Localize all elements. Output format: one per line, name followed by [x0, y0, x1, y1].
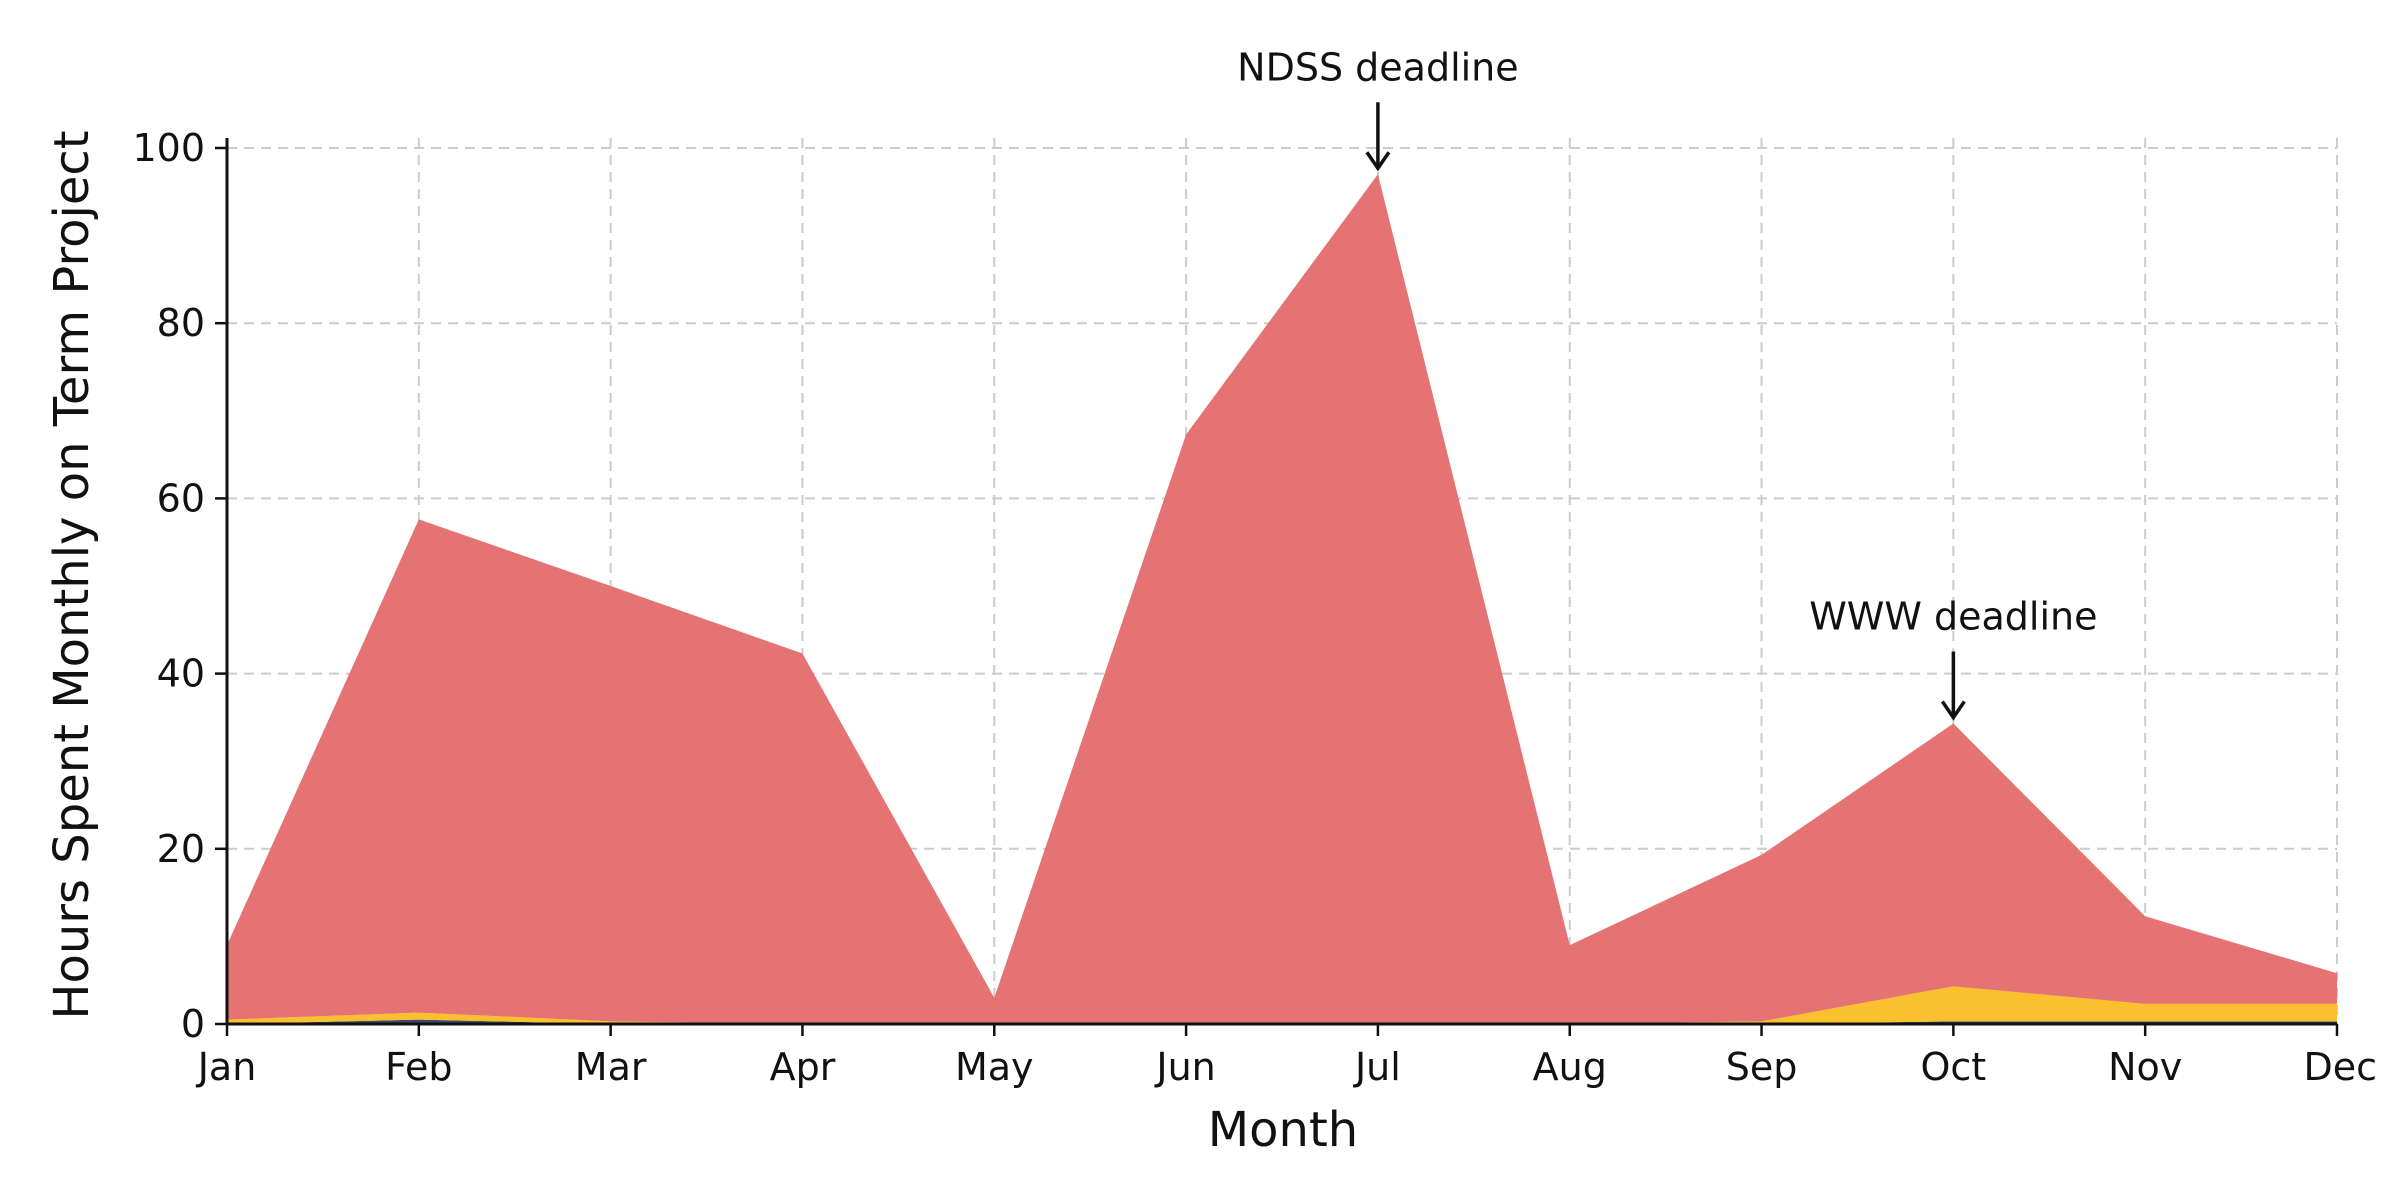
axes: 0 20 40 60 80 100 Jan Feb Mar Apr May Jun Jul Aug Sep O… — [132, 126, 2377, 1089]
annotations: NDSS deadline WWW deadline — [1237, 45, 2098, 721]
x-tick-label: Jan — [196, 1045, 257, 1089]
annotation-label: WWW deadline — [1809, 595, 2097, 639]
x-tick-label: Aug — [1533, 1045, 1607, 1089]
annotation-arrow-head — [1940, 700, 1966, 721]
area-series-1 — [227, 986, 2337, 1024]
y-tick-label: 40 — [157, 652, 205, 696]
x-tick-label: Jun — [1154, 1045, 1215, 1089]
x-tick-label: Nov — [2108, 1045, 2182, 1089]
y-tick-label: 20 — [157, 827, 205, 871]
x-tick-label: Mar — [575, 1045, 647, 1089]
x-tick-label: Apr — [770, 1045, 836, 1089]
x-tick-label: May — [955, 1045, 1034, 1089]
x-tick-label: Feb — [385, 1045, 452, 1089]
annotation: WWW deadline — [1809, 595, 2098, 721]
annotation-arrow-head — [1365, 151, 1391, 172]
x-tick-label: Dec — [2303, 1045, 2377, 1089]
y-tick-label: 100 — [132, 126, 205, 170]
area-series-2 — [227, 174, 2337, 1024]
annotation-label: NDSS deadline — [1237, 45, 1519, 89]
x-tick-label: Oct — [1921, 1045, 1987, 1089]
x-tick-label: Jul — [1353, 1045, 1401, 1089]
y-axis-title: Hours Spent Monthly on Term Project — [44, 130, 100, 1019]
annotation: NDSS deadline — [1237, 45, 1519, 172]
y-tick-label: 0 — [181, 1002, 205, 1046]
x-tick-label: Sep — [1726, 1045, 1798, 1089]
y-tick-label: 60 — [157, 476, 205, 520]
x-axis-title: Month — [1208, 1102, 1358, 1158]
y-tick-label: 80 — [157, 301, 205, 345]
